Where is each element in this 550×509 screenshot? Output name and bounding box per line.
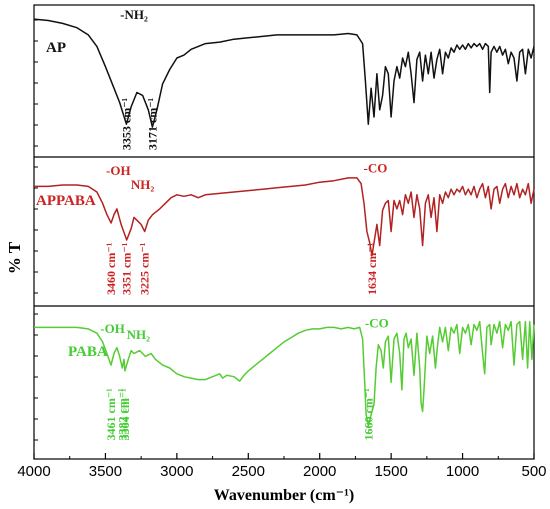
group-label: NH₂ xyxy=(131,177,155,192)
peak-label: 3461 cm⁻¹ xyxy=(104,388,118,441)
series-line-appaba xyxy=(34,177,535,257)
group-label: -CO xyxy=(364,160,388,175)
x-tick-label: 1500 xyxy=(374,463,407,480)
x-tick-label: 3000 xyxy=(160,463,193,480)
peak-label: 1660 cm⁻¹ xyxy=(361,388,375,441)
peak-label: 3171 cm⁻¹ xyxy=(145,97,159,150)
peak-label: 3382 cm⁻¹ xyxy=(115,388,129,441)
series-label: APPABA xyxy=(36,193,96,209)
y-axis-label: % T xyxy=(5,241,24,274)
series-label: AP xyxy=(46,40,66,56)
peak-label: 3353 cm⁻¹ xyxy=(119,97,133,150)
x-tick-label: 4000 xyxy=(17,463,50,480)
x-tick-label: 500 xyxy=(521,463,546,480)
group-label: -NH₂ xyxy=(120,7,148,22)
series-line-ap xyxy=(33,18,535,128)
group-label: -CO xyxy=(365,315,389,330)
peak-label: 3460 cm⁻¹ xyxy=(104,242,118,295)
series-line-paba xyxy=(34,320,535,427)
x-tick-label: 3500 xyxy=(89,463,122,480)
peak-label: 3225 cm⁻¹ xyxy=(138,242,152,295)
group-label: NH₂ xyxy=(127,327,151,342)
x-tick-label: 2500 xyxy=(232,463,265,480)
group-label: -OH xyxy=(100,321,125,336)
peak-label: 3351 cm⁻¹ xyxy=(120,242,134,295)
x-tick-label: 2000 xyxy=(303,463,336,480)
peak-label: 3364 cm⁻¹ xyxy=(118,388,132,441)
x-tick-label: 1000 xyxy=(446,463,479,480)
x-axis: 4000 3500 3000 2500 2000 1500 1000 500 xyxy=(17,453,547,480)
group-label: -OH xyxy=(106,163,131,178)
x-axis-label: Wavenumber (cm⁻¹) xyxy=(214,487,354,504)
series-label: PABA xyxy=(68,344,108,360)
y-axis-ticks xyxy=(34,19,38,441)
panel-ap: AP -NH₂ 3353 cm⁻¹ 3171 cm⁻¹ xyxy=(33,7,535,150)
peak-label: 1634 cm⁻¹ xyxy=(365,242,379,295)
